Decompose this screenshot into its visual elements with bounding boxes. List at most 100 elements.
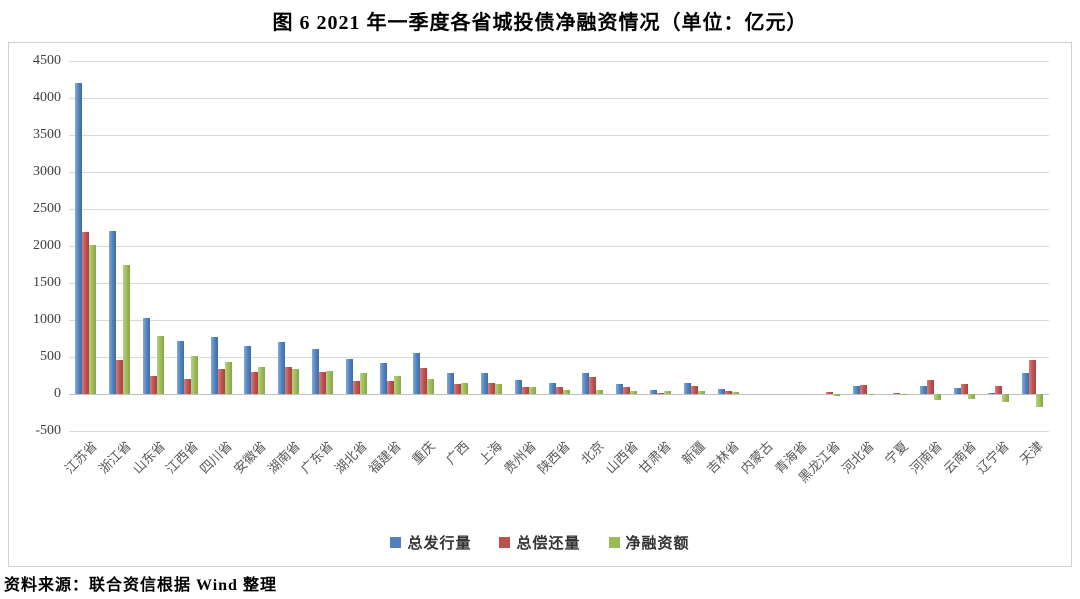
bar-总偿还量-重庆	[420, 367, 428, 394]
y-tick-label: 1000	[33, 312, 61, 327]
legend-label: 总发行量	[407, 536, 472, 552]
bar-总偿还量-甘肃省	[656, 393, 664, 394]
bar-净融资额-广西	[461, 382, 469, 394]
bar-总偿还量-天津	[1028, 360, 1036, 394]
bar-净融资额-云南省	[968, 394, 975, 400]
bar-净融资额-陕西省	[562, 389, 570, 394]
bar-总发行量-湖南省	[278, 341, 286, 394]
gridline--500	[69, 431, 1049, 432]
y-tick-label: 2000	[33, 238, 61, 253]
bar-总偿还量-山西省	[623, 386, 631, 394]
gridline-2000	[69, 246, 1049, 247]
chart-container: 4500 4000 3500 3000 2500 2000 1500 1000 500 0 -500…	[8, 42, 1072, 567]
bar-总偿还量-山东省	[150, 376, 157, 394]
bar-总发行量-安徽省	[244, 345, 252, 394]
bar-总偿还量-北京	[589, 377, 597, 394]
bar-总偿还量-宁夏	[893, 392, 901, 394]
bar-总偿还量-广东省	[318, 371, 326, 394]
y-tick-label: 3000	[33, 164, 61, 179]
bar-总发行量-山东省	[143, 317, 150, 394]
bar-净融资额-江西省	[190, 356, 198, 394]
bar-净融资额-重庆	[427, 379, 435, 394]
legend-item: 总发行量	[390, 532, 471, 553]
bar-总偿还量-陕西省	[555, 386, 563, 394]
bar-总发行量-吉林省	[717, 389, 725, 394]
bar-净融资额-浙江省	[123, 264, 131, 394]
bar-总发行量-浙江省	[109, 230, 117, 394]
bar-总发行量-湖北省	[345, 359, 353, 394]
bar-总发行量-重庆	[413, 352, 421, 394]
legend-label: 总偿还量	[516, 536, 581, 552]
bar-总偿还量-辽宁省	[994, 385, 1002, 394]
gridline-3000	[69, 172, 1049, 173]
chart-title: 图 6 2021 年一季度各省城投债净融资情况（单位：亿元）	[272, 12, 808, 34]
bar-总偿还量-河南省	[927, 379, 935, 394]
bar-净融资额-广东省	[325, 371, 333, 394]
bar-净融资额-湖北省	[359, 372, 367, 394]
bar-总偿还量-吉林省	[724, 391, 732, 394]
y-tick-label: 0	[54, 386, 61, 401]
bar-净融资额-四川省	[224, 362, 232, 394]
bar-总偿还量-新疆	[690, 385, 698, 394]
gridline-500	[69, 357, 1049, 358]
y-tick-label: 500	[40, 349, 61, 364]
bar-净融资额-安徽省	[258, 367, 266, 394]
bar-净融资额-甘肃省	[663, 391, 671, 394]
legend-swatch-icon	[499, 537, 511, 548]
bar-总偿还量-贵州省	[521, 387, 529, 394]
bar-净融资额-辽宁省	[1001, 394, 1009, 403]
bar-总偿还量-浙江省	[116, 359, 124, 394]
bar-总发行量-辽宁省	[987, 393, 995, 394]
bar-总偿还量-江西省	[183, 378, 191, 394]
bar-净融资额-新疆	[697, 391, 705, 394]
bar-总偿还量-上海	[487, 383, 495, 394]
bar-总发行量-新疆	[683, 382, 691, 394]
bar-总偿还量-河北省	[859, 385, 867, 394]
bar-净融资额-吉林省	[731, 392, 739, 394]
bar-总发行量-江苏省	[75, 82, 83, 394]
bar-总发行量-宁夏	[886, 393, 894, 395]
bar-总发行量-江西省	[176, 340, 184, 394]
bar-总发行量-甘肃省	[649, 390, 657, 394]
bar-总发行量-云南省	[954, 388, 961, 394]
y-tick-label: -500	[35, 423, 61, 438]
y-tick-label: 2500	[33, 201, 61, 216]
bar-净融资额-山西省	[630, 391, 638, 394]
bar-总偿还量-四川省	[217, 368, 225, 394]
bar-总发行量-广东省	[311, 349, 319, 394]
legend-item: 总偿还量	[499, 532, 580, 553]
bar-总发行量-河南省	[920, 385, 928, 394]
gridline-1000	[69, 320, 1049, 321]
gridline-2500	[69, 209, 1049, 210]
bar-总发行量-福建省	[379, 362, 387, 394]
bar-总偿还量-湖北省	[352, 380, 360, 394]
bar-总偿还量-湖南省	[285, 366, 293, 394]
gridline-3500	[69, 135, 1049, 136]
bar-总发行量-陕西省	[548, 382, 556, 394]
bar-总偿还量-云南省	[961, 383, 968, 394]
legend-item: 净融资额	[608, 532, 690, 553]
bar-净融资额-湖南省	[292, 368, 300, 394]
legend-swatch-icon	[608, 537, 620, 548]
gridline-4500	[69, 61, 1049, 62]
bar-总发行量-山西省	[616, 383, 624, 394]
bar-总发行量-北京	[582, 372, 590, 394]
gridline-4000	[69, 98, 1049, 99]
bar-净融资额-河北省	[866, 394, 874, 396]
bar-总偿还量-广西	[454, 383, 462, 394]
source-note: 资料来源：联合资信根据 Wind 整理	[4, 577, 277, 594]
bar-总发行量-广西	[447, 372, 455, 394]
y-tick-label: 4500	[33, 53, 61, 68]
bar-总偿还量-黑龙江省	[825, 391, 833, 394]
gridline-1500	[69, 283, 1049, 284]
bar-净融资额-宁夏	[900, 394, 908, 396]
y-tick-label: 4000	[33, 90, 61, 105]
y-tick-label: 1500	[33, 275, 61, 290]
bar-总发行量-黑龙江省	[818, 393, 826, 395]
bar-净融资额-福建省	[393, 375, 401, 394]
bar-净融资额-山东省	[157, 335, 164, 394]
bar-净融资额-上海	[494, 384, 502, 394]
bar-净融资额-江苏省	[89, 244, 97, 394]
bar-净融资额-河南省	[934, 394, 942, 400]
